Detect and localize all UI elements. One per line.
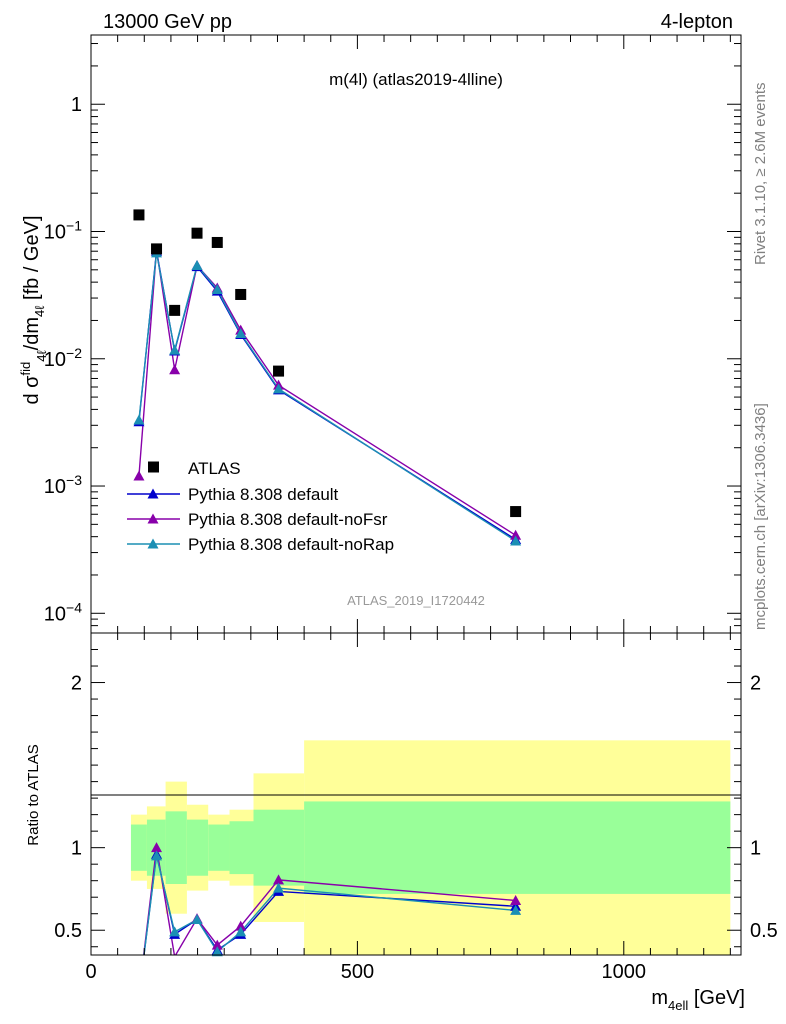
main-ylabel: d σfid4ℓ/dm4ℓ [fb / GeV] xyxy=(18,215,49,404)
atlas-data-point xyxy=(235,288,247,300)
main-series-3-point xyxy=(191,260,203,271)
main-series-line-3 xyxy=(138,252,517,542)
main-series-2-point xyxy=(510,529,522,540)
ratio-series-line-3 xyxy=(143,855,516,955)
ratio-lines xyxy=(143,847,516,955)
ratio-ylabel: Ratio to ATLAS xyxy=(25,744,42,845)
ratio-inner-band xyxy=(208,824,230,871)
svg-text:d σfid4ℓ/dm4ℓ [fb / GeV]: d σfid4ℓ/dm4ℓ [fb / GeV] xyxy=(18,215,49,404)
legend: ATLAS Pythia 8.308 default Pythia 8.308 de… xyxy=(127,459,394,554)
main-series-2-point xyxy=(169,364,181,375)
legend-marker-2 xyxy=(147,513,159,524)
ratio-xlabel: m4ell [GeV] xyxy=(651,987,745,1013)
ratio-ytick-label-left: 2 xyxy=(71,673,82,695)
ratio-series-3-point xyxy=(211,946,223,957)
legend-marker-3 xyxy=(147,538,159,549)
header-left: 13000 GeV pp xyxy=(103,11,232,33)
legend-label-3: Pythia 8.308 default-noRap xyxy=(188,535,394,554)
atlas-data-point xyxy=(151,243,163,255)
ratio-bands xyxy=(130,740,731,955)
svg-text:m4ell [GeV]: m4ell [GeV] xyxy=(651,987,745,1013)
ratio-series-2-point xyxy=(151,842,163,853)
legend-atlas-label: ATLAS xyxy=(188,459,241,478)
ratio-ytick-label-right: 0.5 xyxy=(750,920,778,942)
ratio-xtick-label: 500 xyxy=(341,961,374,983)
legend-atlas-marker xyxy=(148,461,159,473)
ratio-frame xyxy=(90,632,742,956)
ratio-ytick-label-left: 0.5 xyxy=(54,920,82,942)
ratio-series-3-point xyxy=(191,913,203,924)
main-series-3-point xyxy=(273,383,285,394)
legend-label-2: Pythia 8.308 default-noFsr xyxy=(188,510,388,529)
main-ytick-labels: 10−4 10−3 10−2 10−1 1 xyxy=(44,94,82,625)
main-ytick-label: 10−2 xyxy=(44,345,82,371)
atlas-data-point xyxy=(191,227,203,239)
atlas-data-point xyxy=(273,365,285,377)
main-ytick-label: 10−4 xyxy=(44,599,82,625)
main-title: m(4l) (atlas2019-4lline) xyxy=(329,70,503,89)
ratio-inner-band xyxy=(186,819,209,876)
ratio-ytick-label-right: 2 xyxy=(750,673,761,695)
ratio-series-2-point xyxy=(211,939,223,950)
ratio-markers xyxy=(151,842,522,957)
ratio-ytick-label-left: 1 xyxy=(71,838,82,860)
ratio-series-2-point xyxy=(510,895,522,906)
ratio-series-3-point xyxy=(273,882,285,893)
rivet-label: Rivet 3.1.10, ≥ 2.6M events xyxy=(752,83,769,266)
main-series-3-point xyxy=(211,284,223,295)
main-panel: 10−4 10−3 10−2 10−1 1 m(4l) (atlas2019-4llin… xyxy=(18,34,742,634)
atlas-data-point xyxy=(211,236,223,248)
atlas-data-point xyxy=(169,304,181,316)
main-ticks xyxy=(90,35,741,634)
main-series-3-point xyxy=(133,414,145,425)
ratio-inner-band xyxy=(253,809,305,886)
atlas-data-point xyxy=(133,209,145,221)
atlas-data-point xyxy=(510,506,522,518)
ratio-series-2-point xyxy=(235,920,247,931)
ratio-series-3-point xyxy=(169,926,181,937)
ratio-ticks: 0.5 0.5 1 1 2 2 0 500 1000 xyxy=(54,633,778,983)
mcplots-label: mcplots.cern.ch [arXiv:1306.3436] xyxy=(752,403,769,630)
main-series-3-point xyxy=(510,535,522,546)
legend-marker-1 xyxy=(147,488,159,499)
header-right: 4-lepton xyxy=(661,11,733,33)
ratio-panel: 0.5 0.5 1 1 2 2 0 500 1000 Ratio to ATLAS m4ell … xyxy=(25,632,778,1013)
ratio-xtick-label: 1000 xyxy=(602,961,647,983)
ratio-series-3-point xyxy=(510,904,522,915)
ratio-inner-band xyxy=(130,824,147,871)
main-series-3-point xyxy=(235,327,247,338)
ratio-ytick-label-right: 1 xyxy=(750,838,761,860)
ratio-series-3-point xyxy=(235,926,247,937)
main-ytick-label: 1 xyxy=(71,94,82,116)
main-markers xyxy=(133,209,522,546)
main-lines xyxy=(138,249,517,542)
main-ytick-label: 10−1 xyxy=(44,218,82,244)
ratio-inner-band xyxy=(304,801,731,894)
ratio-xtick-label: 0 xyxy=(85,961,96,983)
watermark: ATLAS_2019_I1720442 xyxy=(347,593,485,608)
main-series-2-point xyxy=(133,470,145,481)
ratio-series-2-point xyxy=(273,874,285,885)
main-ytick-label: 10−3 xyxy=(44,472,82,498)
ratio-series-3-point xyxy=(151,850,163,861)
legend-label-1: Pythia 8.308 default xyxy=(188,485,339,504)
ratio-inner-band xyxy=(229,821,254,875)
ratio-inner-band xyxy=(165,811,187,884)
main-series-3-point xyxy=(169,344,181,355)
